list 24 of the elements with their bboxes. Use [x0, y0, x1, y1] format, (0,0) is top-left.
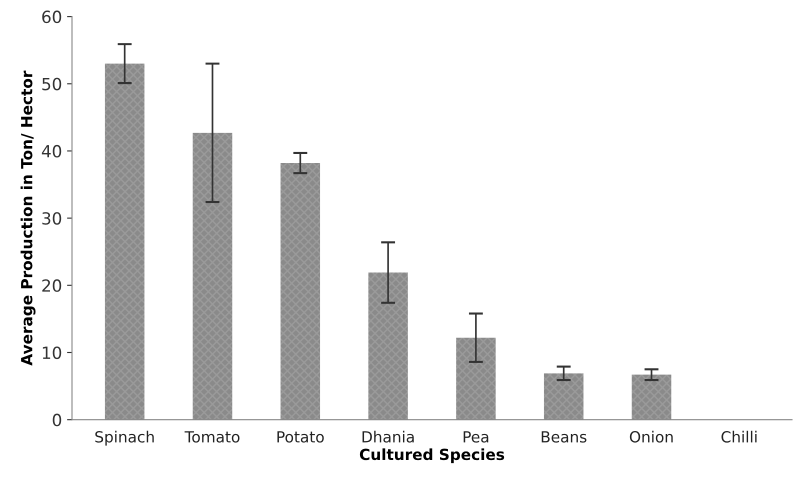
- x-axis-title: Cultured Species: [360, 448, 504, 464]
- y-tick-label: 40: [42, 144, 62, 158]
- x-tick-label: Spinach: [95, 430, 154, 446]
- x-tick-label: Pea: [464, 431, 488, 443]
- x-tick-label: Potato: [277, 431, 324, 443]
- x-tick-label: Tomato: [184, 431, 240, 443]
- bar: [456, 338, 496, 420]
- bar: [632, 374, 672, 420]
- x-tick-label: Chilli: [722, 430, 757, 443]
- y-tick-label: 20: [42, 279, 62, 292]
- bar: [544, 373, 584, 420]
- bar: [192, 132, 232, 420]
- y-axis-title: Average Production in Ton/ Hector: [20, 70, 36, 366]
- x-tick-label: Onion: [630, 430, 673, 443]
- y-tick-label: 10: [42, 346, 62, 360]
- bar: [368, 272, 408, 420]
- y-tick-label: 60: [42, 10, 62, 24]
- y-tick-label: 30: [42, 212, 62, 225]
- bar: [104, 64, 144, 420]
- y-tick-label: 0: [52, 414, 62, 426]
- x-tick-label: Beans: [542, 431, 586, 443]
- bar: [280, 163, 320, 420]
- x-tick-label: Dhania: [362, 430, 414, 443]
- y-tick-label: 50: [42, 78, 62, 90]
